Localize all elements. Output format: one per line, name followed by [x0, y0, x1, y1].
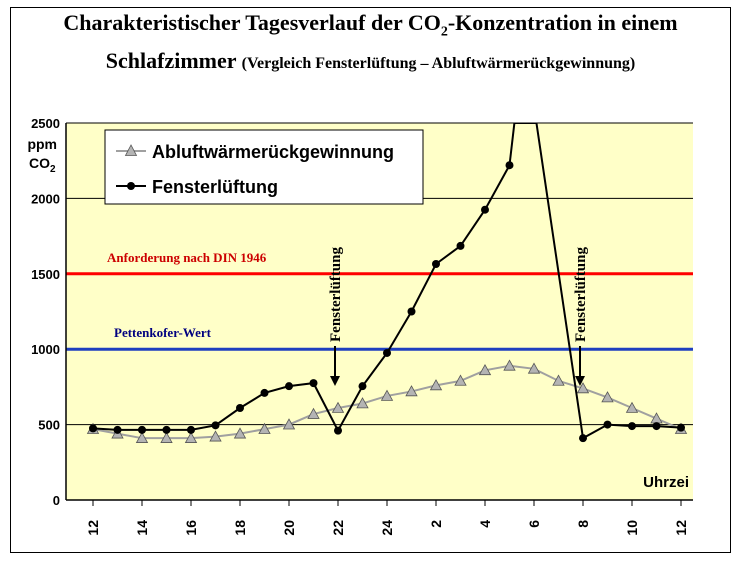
- x-tick-label: 2: [428, 520, 444, 528]
- fenster-point: [579, 434, 587, 443]
- fenster-point: [309, 379, 318, 388]
- x-tick-label: 24: [379, 520, 395, 536]
- fenster-point: [456, 241, 465, 250]
- x-tick-label: 16: [183, 520, 199, 536]
- y-tick-label-2000: 2000: [31, 191, 60, 206]
- x-tick-label: 10: [624, 520, 640, 536]
- fenster-point: [383, 348, 391, 357]
- fenster-point: [407, 307, 416, 316]
- abluft-point: [625, 401, 639, 413]
- abluft-point: [258, 422, 271, 434]
- axis-labels: ppm CO2 Uhrzei: [27, 136, 689, 491]
- y-tick-label-2500: 2500: [31, 116, 60, 131]
- abluft-point: [576, 382, 590, 394]
- fenster-point: [236, 404, 244, 413]
- x-tick-label: 20: [281, 520, 297, 536]
- legend-box: [104, 129, 424, 205]
- title-line-1: Charakteristischer Tagesverlauf der CO2-…: [0, 8, 741, 47]
- abluft-point: [429, 379, 443, 391]
- abluft-point: [135, 431, 149, 443]
- fenster-point: [432, 259, 440, 268]
- abluft-point: [356, 397, 369, 409]
- abluft-point: [601, 391, 614, 403]
- reference-lines: Anforderung nach DIN 1946 Pettenkofer-Wer…: [66, 250, 693, 351]
- fenster-point: [481, 205, 489, 214]
- fenster-point: [113, 425, 122, 434]
- title-line-2-main: Schlafzimmer: [105, 48, 237, 74]
- abluft-point: [552, 374, 565, 386]
- chart-title: Charakteristischer Tagesverlauf der CO2-…: [0, 8, 741, 78]
- legend-label-fenster: Fensterlüftung: [152, 177, 278, 197]
- y-unit-co2: CO2: [29, 155, 56, 175]
- fenster-point: [138, 425, 146, 434]
- abluft-point: [307, 407, 320, 419]
- x-tick-label: 4: [477, 520, 493, 528]
- abluft-point: [160, 431, 173, 443]
- fenster-point: [89, 424, 97, 433]
- x-tick-label: 18: [232, 520, 248, 536]
- x-tick-label: 12: [673, 520, 689, 536]
- abluft-point: [405, 385, 418, 397]
- y-tick-label-1500: 1500: [31, 267, 60, 282]
- abluft-point: [527, 362, 541, 374]
- y-tick-label-1000: 1000: [31, 342, 60, 357]
- x-axis-label: Uhrzei: [643, 474, 689, 491]
- fenster-point: [652, 422, 661, 431]
- annotation-label-1: Fensterlüftung: [573, 247, 589, 342]
- fenster-point: [628, 422, 636, 431]
- series-layer: [86, 123, 688, 443]
- x-tick-label: 22: [330, 520, 346, 536]
- fenster-point: [187, 425, 195, 434]
- reference-label-1000: Pettenkofer-Wert: [114, 325, 212, 340]
- fenster-point: [358, 382, 367, 391]
- abluft-point: [503, 359, 516, 371]
- fenster-point: [285, 382, 293, 391]
- x-tick-label: 14: [134, 520, 150, 536]
- abluft-point: [331, 401, 345, 413]
- x-tick-label: 6: [526, 520, 542, 528]
- annotations: Fensterlüftung Fensterlüftung: [328, 247, 589, 386]
- fenster-point: [260, 388, 269, 397]
- fenster-point: [334, 426, 342, 435]
- abluft-point: [233, 427, 247, 439]
- annotation-arrow-head-0: [330, 376, 340, 386]
- title-line-1-post: -Konzentration in einem: [447, 10, 678, 35]
- title-line-1-subscript: 2: [440, 24, 448, 40]
- y-tick-label-0: 0: [53, 493, 60, 508]
- title-line-1-pre: Charakteristischer Tagesverlauf der CO: [63, 10, 441, 35]
- legend: Abluftwärmerückgewinnung Fensterlüftung: [104, 129, 424, 205]
- y-unit-ppm: ppm: [27, 136, 57, 152]
- reference-label-1500: Anforderung nach DIN 1946: [107, 250, 267, 265]
- abluft-point: [209, 430, 222, 442]
- abluft-point: [454, 374, 467, 386]
- abluft-point: [282, 418, 296, 430]
- y-tick-label-500: 500: [38, 418, 60, 433]
- x-tick-label: 12: [85, 520, 101, 536]
- fenster-point: [505, 161, 514, 170]
- title-line-2: Schlafzimmer (Vergleich Fensterlüftung –…: [0, 47, 741, 78]
- annotation-arrow-head-1: [575, 376, 585, 386]
- fenster-point: [162, 425, 171, 434]
- fenster-point: [603, 420, 612, 429]
- abluft-point: [184, 431, 198, 443]
- x-tick-label: 8: [575, 520, 591, 528]
- abluft-point: [478, 363, 492, 376]
- annotation-label-0: Fensterlüftung: [328, 247, 344, 342]
- legend-label-abluft: Abluftwärmerückgewinnung: [152, 142, 394, 162]
- legend-swatch-marker-abluft: [124, 144, 138, 156]
- fenster-point: [211, 421, 220, 430]
- legend-swatch-marker-fenster: [127, 182, 135, 190]
- abluft-point: [380, 389, 394, 401]
- title-line-2-subtitle: (Vergleich Fensterlüftung – Abluftwärmer…: [241, 55, 636, 73]
- fenster-point: [677, 423, 685, 432]
